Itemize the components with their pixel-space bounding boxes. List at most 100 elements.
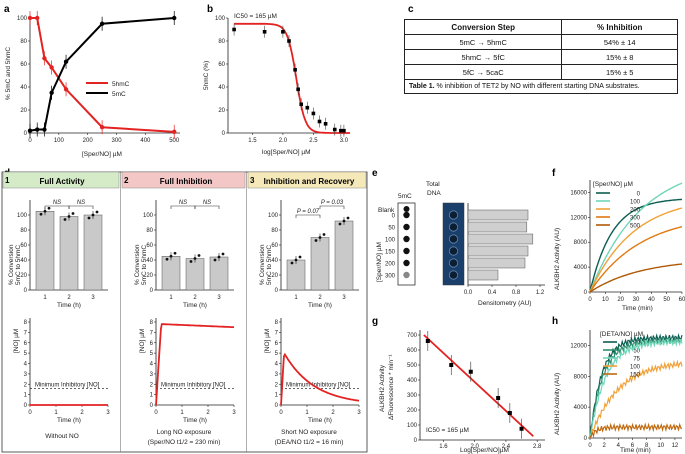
panel-d-bar-2-ytick-label: 100	[143, 213, 154, 219]
panel-g-point	[468, 369, 473, 374]
panel-d-bar-3-dot	[346, 216, 350, 220]
panel-d-no-1-ytick-label: 1	[24, 393, 28, 399]
panel-e-xlabel: Densitometry (AU)	[478, 300, 531, 307]
panel-d-bar-1-ytick-label: 80	[20, 228, 27, 234]
panel-d-bar-3-ytick-label: 60	[271, 243, 278, 249]
panel-d-no-2-ylabel: [NO] µM	[139, 329, 146, 353]
panel-d-footer-3: Short NO exposure	[281, 429, 337, 436]
panel-d-no-1-ytick-label: 6	[24, 341, 28, 347]
panel-g-fit-line	[423, 334, 534, 437]
panel-d-bar-2-bracket	[194, 205, 220, 209]
panel-d-no-2-ytick-label: 8	[150, 320, 154, 326]
panel-d-header-1	[2, 171, 120, 189]
panel-d-bar-3-bar	[286, 259, 306, 291]
panel-d-footer-2: Long NO exposure	[157, 429, 212, 436]
panel-d-no-2-xtick-label: 3	[232, 410, 236, 416]
panel-b-xtick-label: 2.0	[279, 138, 288, 144]
panel-a-point	[35, 15, 40, 21]
panel-h-legend-label: 150	[630, 373, 641, 379]
panel-f: ALKBH2 Activity (AU) Time (min) [Sper/NO…	[554, 180, 685, 312]
panel-g-ytick-label: 200	[407, 408, 418, 414]
panel-f-legend-label: 100	[630, 200, 641, 206]
panel-d-no-3-threshold-label: Minimum Inhibitory [NO]	[286, 382, 351, 388]
panel-d-bar-3-ylabel-2: 5mC to 5hmC	[266, 245, 273, 285]
panel-d-no-1-ytick-label: 3	[24, 372, 28, 378]
panel-b-point	[296, 87, 300, 92]
panel-c-table: Conversion Step % Inhibition 5mC → 5hmC …	[403, 19, 678, 94]
panel-d-bar-1-dot	[63, 218, 67, 221]
panel-g-xtick-label: 1.6	[439, 444, 448, 450]
panel-h-xtick-label: 10	[657, 443, 664, 449]
panel-a-legend-5hmc: 5hmC	[112, 81, 130, 88]
panel-g-ytick-label: 100	[407, 423, 418, 429]
panel-h-legend-label: 100	[630, 365, 641, 371]
panel-b-ic50: IC50 = 165 µM	[234, 13, 277, 20]
panel-a-ytick-label: 60	[20, 62, 27, 68]
panel-a-xtick-label: 400	[140, 138, 151, 144]
panel-e-bar	[467, 233, 534, 245]
panel-d-no-3-xlabel: Time (h)	[308, 417, 332, 424]
panel-d-no-2-xtick-label: 1	[180, 410, 184, 416]
panel-a-xtick-label: 100	[54, 138, 65, 144]
panel-e-row-label: 300	[385, 274, 396, 280]
panel-a-xtick-label: 200	[83, 138, 94, 144]
panel-d-bar-2-ytick-label: 40	[146, 258, 153, 264]
panel-d-bar-1-ytick-label: 40	[20, 258, 27, 264]
panel-g-xtick-label: 2.4	[502, 444, 511, 450]
panel-label-h: h	[552, 316, 558, 327]
panel-d-bar-3-dot	[314, 239, 318, 242]
panel-a-point	[42, 56, 47, 61]
panel-a-chart: % 5mC and 5hmC [Sper/NO] µM 5hmC 5mC 0 20…	[5, 11, 180, 158]
panel-d-no-1-xtick-label: 1	[54, 410, 58, 416]
panel-d-bar-3-ytick-label: 80	[271, 228, 278, 234]
panel-f-ytick-label: 8000	[574, 240, 588, 246]
panel-h-ytick-label: 4000	[574, 405, 588, 411]
panel-d-bar-3-dot	[322, 233, 326, 236]
table-cell: 5hmC → 5fC	[403, 49, 563, 65]
panel-e-row-label: 150	[385, 250, 396, 256]
panel-d-bar-2-dot	[221, 252, 225, 256]
panel-f-ylabel: ALKBH2 Activity (AU)	[554, 228, 561, 290]
panel-a-point	[49, 90, 54, 95]
panel-a-ytick-label: 20	[20, 108, 27, 114]
panel-d-bar-1-dot	[91, 213, 95, 217]
panel-d-bar-1-bar	[59, 216, 79, 291]
panel-e-5mc-membrane	[397, 202, 416, 286]
panel-d-header-2	[121, 171, 246, 189]
panel-d-bar-2-ylabel-1: % Conversion	[134, 244, 141, 285]
panel-a-point	[63, 59, 69, 64]
panel-d-bar-1-dot	[39, 212, 43, 216]
panel-d-no-2-threshold-label: Minimum Inhibitory [NO]	[161, 382, 226, 388]
panel-d-no-3-xtick-label: 0	[279, 410, 283, 416]
panel-e-col-total: Total	[426, 181, 440, 188]
panel-d-bar-3-dot	[294, 258, 298, 262]
panel-h-xtick-label: 6	[631, 443, 635, 449]
panel-d-bar-2-bar	[209, 256, 229, 291]
panel-b-ytick-label: 80	[218, 39, 225, 45]
panel-f-xtick-label: 0	[588, 297, 592, 303]
panel-b-point	[232, 27, 236, 32]
table-cell: 54% ± 14	[561, 34, 678, 50]
panel-e-row-label: 100	[385, 238, 396, 244]
panel-g-ytick-label: 0	[414, 438, 418, 444]
panel-d-bar-2-ylabel-2: 5mC to 5hmC	[141, 245, 148, 285]
panel-a-ytick-label: 80	[20, 39, 27, 45]
panel-label-a: a	[4, 4, 10, 15]
panel-e-xtick-label: 1.2	[536, 290, 545, 296]
panel-d-footer-3b: (DEA/NO t1/2 = 16 min)	[275, 439, 344, 446]
panel-f-curve	[589, 182, 683, 293]
panel-g-ylabel-2: ΔFluorescence * min⁻¹	[388, 354, 395, 420]
panel-a-xtick-label: 500	[169, 138, 180, 144]
panel-d-bar-2-dot	[193, 257, 197, 260]
panel-d-bar-3-ytick-label: 100	[268, 213, 279, 219]
panel-d-num-1: 1	[5, 176, 10, 185]
panel-label-f: f	[552, 168, 556, 179]
panel-d-no-1-ytick-label: 7	[24, 330, 28, 336]
panel-d-num-2: 2	[124, 176, 129, 185]
panel-f-ytick-label: 12000	[570, 215, 587, 221]
panel-d-bar-2-bar	[161, 256, 181, 291]
panel-d-no-2-xlabel: Time (h)	[183, 417, 207, 424]
panel-b-xtick-label: 2.5	[309, 138, 318, 144]
panel-e-blank-dot	[403, 206, 410, 212]
panel-d-bar-3-ytick-label: 40	[271, 258, 278, 264]
